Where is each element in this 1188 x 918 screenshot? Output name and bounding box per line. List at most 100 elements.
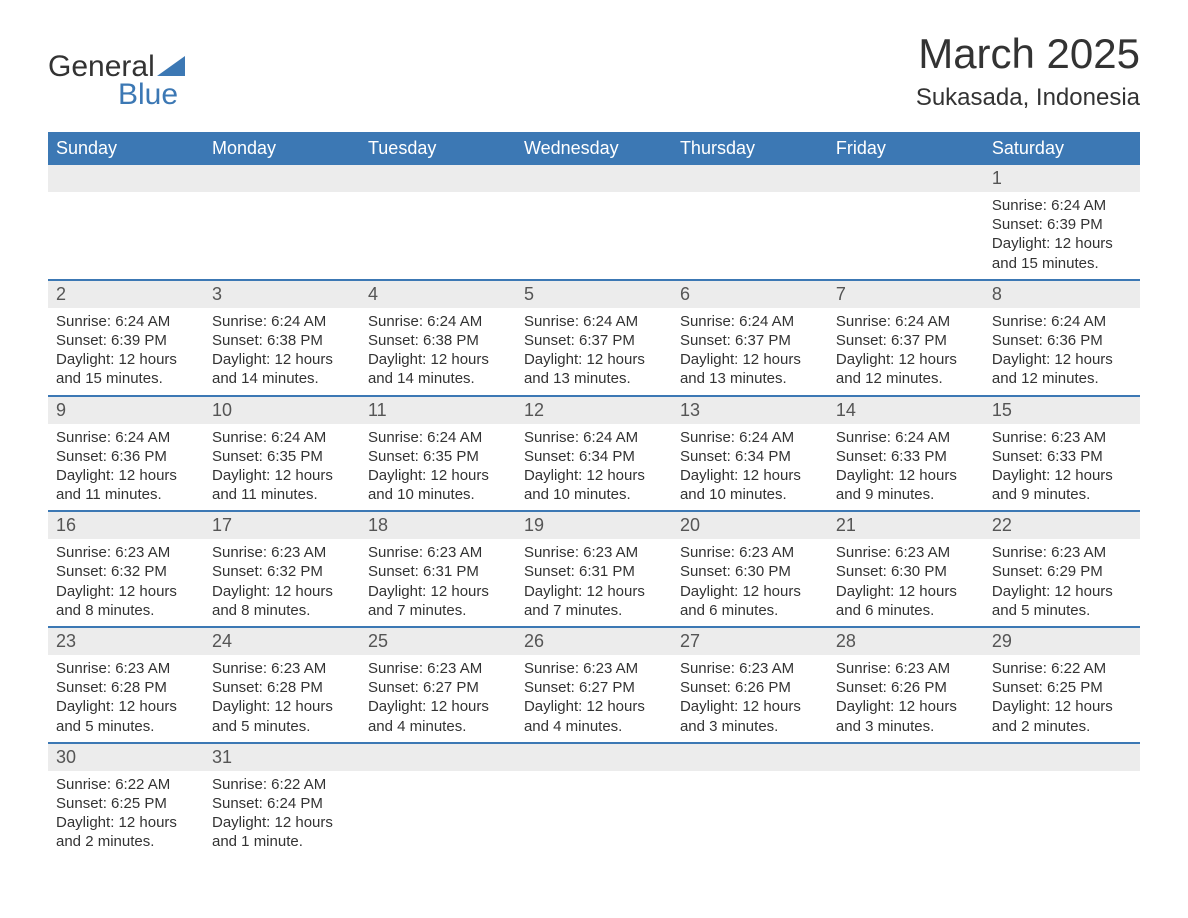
daylight-text: Daylight: 12 hours and 15 minutes.	[56, 350, 196, 388]
daylight-text: Daylight: 12 hours and 10 minutes.	[680, 466, 820, 504]
calendar-cell: 27Sunrise: 6:23 AMSunset: 6:26 PMDayligh…	[672, 627, 828, 743]
sunset-text: Sunset: 6:25 PM	[992, 678, 1132, 697]
day-number	[672, 165, 828, 192]
calendar-cell	[516, 165, 672, 280]
daylight-text: Daylight: 12 hours and 10 minutes.	[524, 466, 664, 504]
calendar-cell: 28Sunrise: 6:23 AMSunset: 6:26 PMDayligh…	[828, 627, 984, 743]
day-number: 25	[360, 628, 516, 655]
day-details	[828, 771, 984, 800]
day-details: Sunrise: 6:23 AMSunset: 6:32 PMDaylight:…	[204, 539, 360, 626]
daylight-text: Daylight: 12 hours and 12 minutes.	[992, 350, 1132, 388]
calendar-cell: 12Sunrise: 6:24 AMSunset: 6:34 PMDayligh…	[516, 396, 672, 512]
sunrise-text: Sunrise: 6:24 AM	[368, 428, 508, 447]
calendar-cell: 15Sunrise: 6:23 AMSunset: 6:33 PMDayligh…	[984, 396, 1140, 512]
sunrise-text: Sunrise: 6:23 AM	[368, 543, 508, 562]
sunrise-text: Sunrise: 6:23 AM	[524, 543, 664, 562]
day-details: Sunrise: 6:24 AMSunset: 6:36 PMDaylight:…	[48, 424, 204, 511]
calendar-head: Sunday Monday Tuesday Wednesday Thursday…	[48, 132, 1140, 165]
day-details: Sunrise: 6:24 AMSunset: 6:37 PMDaylight:…	[516, 308, 672, 395]
calendar-cell: 19Sunrise: 6:23 AMSunset: 6:31 PMDayligh…	[516, 511, 672, 627]
daylight-text: Daylight: 12 hours and 14 minutes.	[212, 350, 352, 388]
day-details: Sunrise: 6:22 AMSunset: 6:25 PMDaylight:…	[48, 771, 204, 858]
sunrise-text: Sunrise: 6:24 AM	[992, 312, 1132, 331]
daylight-text: Daylight: 12 hours and 1 minute.	[212, 813, 352, 851]
sunset-text: Sunset: 6:38 PM	[368, 331, 508, 350]
weekday-header: Saturday	[984, 132, 1140, 165]
calendar-week-row: 2Sunrise: 6:24 AMSunset: 6:39 PMDaylight…	[48, 280, 1140, 396]
day-number: 28	[828, 628, 984, 655]
daylight-text: Daylight: 12 hours and 7 minutes.	[524, 582, 664, 620]
day-details: Sunrise: 6:24 AMSunset: 6:37 PMDaylight:…	[828, 308, 984, 395]
day-number: 29	[984, 628, 1140, 655]
daylight-text: Daylight: 12 hours and 12 minutes.	[836, 350, 976, 388]
day-number: 15	[984, 397, 1140, 424]
day-details: Sunrise: 6:24 AMSunset: 6:38 PMDaylight:…	[204, 308, 360, 395]
daylight-text: Daylight: 12 hours and 4 minutes.	[368, 697, 508, 735]
daylight-text: Daylight: 12 hours and 5 minutes.	[992, 582, 1132, 620]
sunrise-text: Sunrise: 6:22 AM	[212, 775, 352, 794]
calendar-cell: 9Sunrise: 6:24 AMSunset: 6:36 PMDaylight…	[48, 396, 204, 512]
day-number: 30	[48, 744, 204, 771]
day-details	[204, 192, 360, 221]
calendar-cell: 21Sunrise: 6:23 AMSunset: 6:30 PMDayligh…	[828, 511, 984, 627]
calendar-cell: 23Sunrise: 6:23 AMSunset: 6:28 PMDayligh…	[48, 627, 204, 743]
day-number: 2	[48, 281, 204, 308]
daylight-text: Daylight: 12 hours and 6 minutes.	[680, 582, 820, 620]
day-details	[360, 771, 516, 800]
calendar-cell	[672, 165, 828, 280]
sunrise-text: Sunrise: 6:23 AM	[368, 659, 508, 678]
day-details: Sunrise: 6:23 AMSunset: 6:32 PMDaylight:…	[48, 539, 204, 626]
sunset-text: Sunset: 6:27 PM	[524, 678, 664, 697]
calendar-cell: 18Sunrise: 6:23 AMSunset: 6:31 PMDayligh…	[360, 511, 516, 627]
day-number: 31	[204, 744, 360, 771]
calendar-cell: 30Sunrise: 6:22 AMSunset: 6:25 PMDayligh…	[48, 743, 204, 858]
sunrise-text: Sunrise: 6:24 AM	[56, 312, 196, 331]
day-number: 10	[204, 397, 360, 424]
sunset-text: Sunset: 6:30 PM	[680, 562, 820, 581]
sunset-text: Sunset: 6:28 PM	[56, 678, 196, 697]
day-number	[828, 165, 984, 192]
sunset-text: Sunset: 6:31 PM	[368, 562, 508, 581]
logo-text-blue: Blue	[118, 78, 185, 112]
daylight-text: Daylight: 12 hours and 14 minutes.	[368, 350, 508, 388]
day-number	[48, 165, 204, 192]
sunset-text: Sunset: 6:24 PM	[212, 794, 352, 813]
calendar-cell	[984, 743, 1140, 858]
day-number: 22	[984, 512, 1140, 539]
day-details: Sunrise: 6:24 AMSunset: 6:35 PMDaylight:…	[360, 424, 516, 511]
sunrise-text: Sunrise: 6:24 AM	[836, 312, 976, 331]
day-details: Sunrise: 6:23 AMSunset: 6:26 PMDaylight:…	[828, 655, 984, 742]
day-number	[984, 744, 1140, 771]
sunrise-text: Sunrise: 6:24 AM	[992, 196, 1132, 215]
day-details: Sunrise: 6:23 AMSunset: 6:28 PMDaylight:…	[204, 655, 360, 742]
day-details: Sunrise: 6:24 AMSunset: 6:38 PMDaylight:…	[360, 308, 516, 395]
sunset-text: Sunset: 6:39 PM	[56, 331, 196, 350]
calendar-cell: 5Sunrise: 6:24 AMSunset: 6:37 PMDaylight…	[516, 280, 672, 396]
day-number: 23	[48, 628, 204, 655]
day-details: Sunrise: 6:24 AMSunset: 6:37 PMDaylight:…	[672, 308, 828, 395]
day-details: Sunrise: 6:23 AMSunset: 6:26 PMDaylight:…	[672, 655, 828, 742]
day-number	[360, 165, 516, 192]
calendar-cell: 6Sunrise: 6:24 AMSunset: 6:37 PMDaylight…	[672, 280, 828, 396]
day-number: 21	[828, 512, 984, 539]
day-details: Sunrise: 6:24 AMSunset: 6:34 PMDaylight:…	[516, 424, 672, 511]
sunrise-text: Sunrise: 6:24 AM	[680, 312, 820, 331]
day-details: Sunrise: 6:23 AMSunset: 6:27 PMDaylight:…	[516, 655, 672, 742]
sunrise-text: Sunrise: 6:24 AM	[680, 428, 820, 447]
day-number: 18	[360, 512, 516, 539]
sunset-text: Sunset: 6:31 PM	[524, 562, 664, 581]
calendar-week-row: 1Sunrise: 6:24 AMSunset: 6:39 PMDaylight…	[48, 165, 1140, 280]
weekday-header: Tuesday	[360, 132, 516, 165]
daylight-text: Daylight: 12 hours and 3 minutes.	[680, 697, 820, 735]
day-details: Sunrise: 6:22 AMSunset: 6:24 PMDaylight:…	[204, 771, 360, 858]
daylight-text: Daylight: 12 hours and 6 minutes.	[836, 582, 976, 620]
day-details: Sunrise: 6:23 AMSunset: 6:33 PMDaylight:…	[984, 424, 1140, 511]
sunset-text: Sunset: 6:32 PM	[212, 562, 352, 581]
day-number: 6	[672, 281, 828, 308]
calendar-cell: 10Sunrise: 6:24 AMSunset: 6:35 PMDayligh…	[204, 396, 360, 512]
sunrise-text: Sunrise: 6:23 AM	[992, 428, 1132, 447]
day-details	[828, 192, 984, 221]
sunset-text: Sunset: 6:39 PM	[992, 215, 1132, 234]
day-details: Sunrise: 6:24 AMSunset: 6:35 PMDaylight:…	[204, 424, 360, 511]
day-details	[672, 771, 828, 800]
